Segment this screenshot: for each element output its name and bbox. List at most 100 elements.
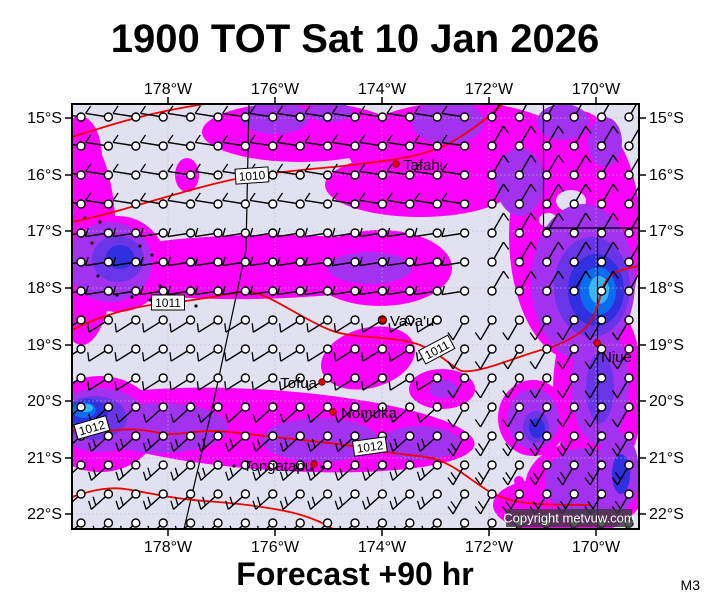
- wind-barb: [167, 105, 196, 122]
- wind-barb: [611, 344, 634, 370]
- wind-barb: [72, 344, 86, 356]
- wind-barb: [502, 460, 525, 486]
- wind-barb: [389, 460, 415, 481]
- wind-barb: [487, 212, 510, 238]
- wind-barb: [413, 134, 442, 151]
- wind-barb: [249, 285, 278, 296]
- place-name: Nomuka: [341, 405, 398, 422]
- wind-barb: [359, 134, 388, 151]
- wind-barb: [569, 183, 592, 209]
- wind-barb: [441, 105, 470, 122]
- wind-barb: [334, 489, 360, 510]
- wind-barb: [388, 344, 415, 362]
- wind-barb: [389, 431, 415, 452]
- wind-barb: [487, 154, 510, 180]
- map-interior: Tafahi Vava'u Niue Tofua Nomuka Tongatapu 1010…: [72, 104, 639, 529]
- axis-label-bottom: 178°W: [144, 539, 193, 556]
- wind-barb: [474, 402, 497, 428]
- wind-barb: [557, 344, 579, 370]
- isobar-line: [72, 487, 334, 529]
- wind-barb: [224, 344, 251, 362]
- wind-barb: [542, 125, 564, 151]
- wind-barb: [557, 460, 579, 486]
- wind-barb: [359, 256, 388, 267]
- wind-barb: [147, 518, 168, 529]
- wind-barb: [139, 163, 168, 180]
- island-dot: [90, 241, 94, 245]
- wind-barb: [279, 402, 305, 423]
- place-dot: [593, 339, 601, 347]
- wind-barb: [307, 489, 333, 510]
- wind-barb: [169, 344, 196, 362]
- wind-barb: [139, 105, 168, 122]
- wind-barb: [279, 460, 305, 481]
- wind-barb: [252, 402, 278, 423]
- wind-barb: [447, 460, 470, 486]
- wind-barb: [447, 373, 470, 399]
- wind-barb: [416, 402, 442, 423]
- wind-barb: [276, 192, 305, 209]
- wind-barb: [276, 285, 305, 296]
- wind-barb: [339, 518, 360, 529]
- wind-barb: [249, 227, 278, 238]
- wind-barb: [307, 460, 333, 481]
- wind-barb: [279, 489, 305, 510]
- wind-barb: [197, 402, 223, 423]
- wind-barb: [196, 344, 223, 362]
- wind-barb: [194, 285, 223, 296]
- island-dot: [150, 253, 154, 257]
- wind-barb: [514, 241, 537, 267]
- wind-barb: [72, 286, 86, 296]
- wind-barb: [252, 460, 278, 481]
- axis-label-right: 19°S: [649, 337, 684, 354]
- wind-barb: [72, 257, 86, 267]
- wind-barb: [459, 518, 470, 529]
- wind-barb: [307, 402, 333, 423]
- wind-barb: [333, 373, 360, 391]
- wind-barb: [416, 460, 442, 481]
- axis-label-left: 17°S: [27, 223, 62, 240]
- wind-barb: [584, 315, 607, 341]
- place-name: Tongatapu: [243, 458, 313, 475]
- wind-barb: [112, 285, 141, 296]
- wind-barb: [92, 518, 114, 529]
- precip-region: [429, 380, 457, 398]
- wind-barb: [276, 227, 305, 238]
- place-name: Vava'u: [390, 313, 434, 330]
- wind-barb: [276, 163, 305, 180]
- wind-barb: [251, 373, 278, 391]
- wind-barb: [142, 489, 168, 510]
- place-labels: Tafahi Vava'u Niue Tofua Nomuka Tongatapu: [243, 157, 632, 475]
- wind-barb: [487, 518, 497, 529]
- wind-barb: [167, 256, 196, 267]
- wind-barb: [596, 183, 619, 209]
- wind-barb: [334, 431, 360, 452]
- place: Nomuka: [329, 405, 398, 422]
- place: Tofua: [280, 375, 326, 392]
- axis-label-bottom: 174°W: [358, 539, 407, 556]
- wind-barb: [87, 315, 114, 333]
- wind-barb: [474, 431, 497, 457]
- wind-barb: [447, 402, 470, 428]
- wind-barb: [569, 241, 592, 267]
- wind-barb: [167, 227, 196, 238]
- wind-barb: [72, 228, 86, 238]
- wind-barb: [502, 402, 525, 428]
- wind-barb: [112, 256, 141, 267]
- wind-barb: [307, 431, 333, 452]
- wind-barb: [85, 227, 114, 238]
- wind-barb: [72, 112, 86, 122]
- forecast-footer: Forecast +90 hr: [236, 556, 473, 592]
- wind-barb: [194, 134, 223, 151]
- wind-barb: [167, 134, 196, 151]
- wind-barb: [170, 460, 196, 481]
- wind-barb: [542, 270, 564, 296]
- wind-barb: [225, 460, 251, 481]
- wind-barb: [194, 256, 223, 267]
- precip-region: [262, 418, 378, 462]
- wind-barb: [142, 431, 168, 452]
- axis-label-left: 16°S: [27, 167, 62, 184]
- island-dot: [130, 295, 134, 299]
- wind-barb: [304, 192, 333, 209]
- island-dot: [148, 298, 152, 302]
